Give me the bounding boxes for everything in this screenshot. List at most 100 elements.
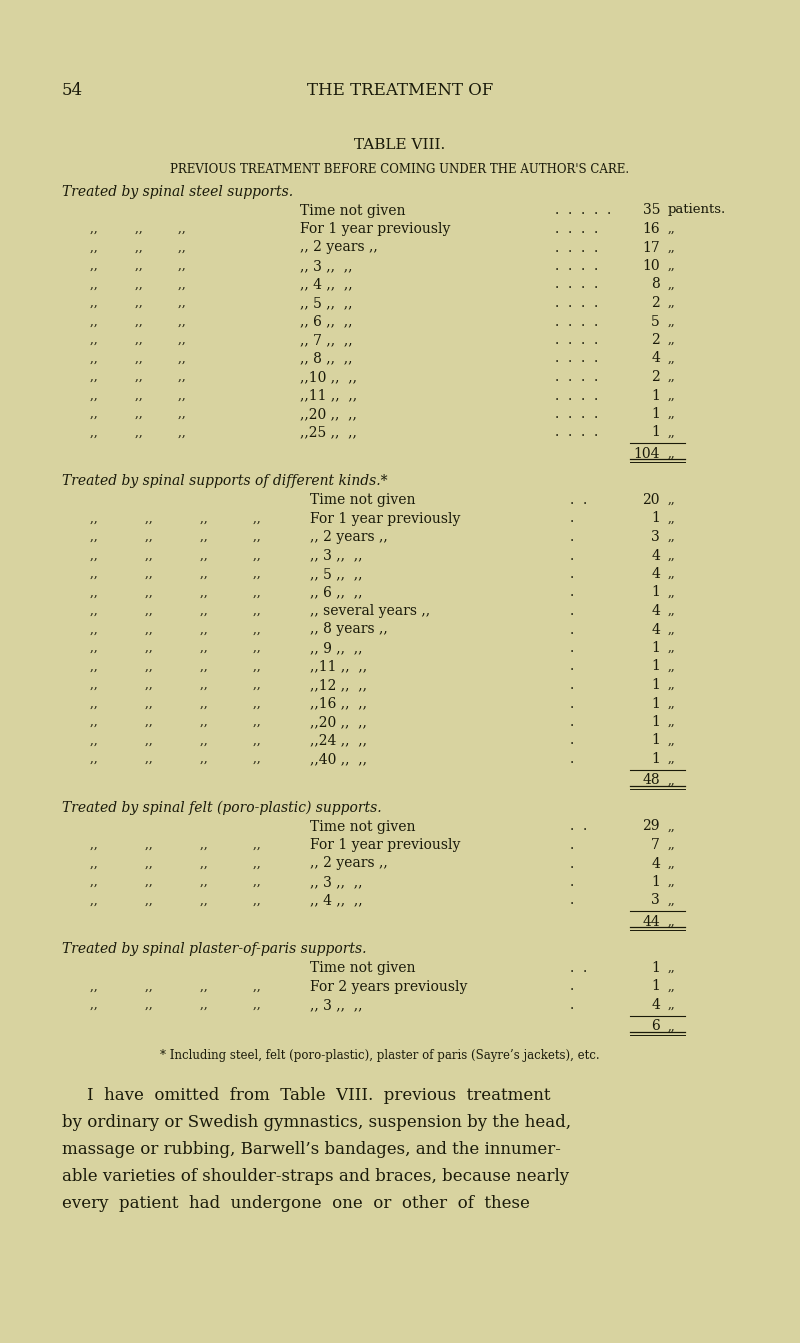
Text: ,,​: ,,​ xyxy=(90,333,98,346)
Text: .  .  .  .  .: . . . . . xyxy=(555,204,611,218)
Text: ,,: ,, xyxy=(668,752,676,766)
Text: ,,: ,, xyxy=(668,838,676,851)
Text: ,,​: ,,​ xyxy=(178,278,186,290)
Text: ,,​: ,,​ xyxy=(253,512,261,525)
Text: 1: 1 xyxy=(651,407,660,420)
Text: ,,: ,, xyxy=(668,240,676,254)
Text: ,, 5 ,,  ,,: ,, 5 ,, ,, xyxy=(310,567,362,582)
Text: ,,​: ,,​ xyxy=(90,893,98,907)
Text: ,,: ,, xyxy=(668,586,676,599)
Text: ,,​: ,,​ xyxy=(253,893,261,907)
Text: ,,​: ,,​ xyxy=(90,314,98,328)
Text: ,,​: ,,​ xyxy=(145,678,153,692)
Text: ,,: ,, xyxy=(668,915,676,928)
Text: ,,: ,, xyxy=(668,548,676,561)
Text: 1: 1 xyxy=(651,752,660,766)
Text: ,,​: ,,​ xyxy=(90,352,98,364)
Text: ,, 3 ,,  ,,: ,, 3 ,, ,, xyxy=(300,259,353,273)
Text: ,,​: ,,​ xyxy=(253,752,261,766)
Text: ,,​: ,,​ xyxy=(135,371,142,383)
Text: ,,: ,, xyxy=(668,567,676,580)
Text: 16: 16 xyxy=(642,222,660,236)
Text: ,,​: ,,​ xyxy=(253,641,261,654)
Text: .: . xyxy=(570,838,574,851)
Text: 4: 4 xyxy=(651,857,660,870)
Text: For 1 year previously: For 1 year previously xyxy=(300,222,450,236)
Text: ,,​: ,,​ xyxy=(200,998,208,1011)
Text: ,,​: ,,​ xyxy=(253,714,261,728)
Text: ,,​: ,,​ xyxy=(135,278,142,290)
Text: ,, 8 years ,,: ,, 8 years ,, xyxy=(310,623,388,637)
Text: ,,: ,, xyxy=(668,333,676,346)
Text: ,, 7 ,,  ,,: ,, 7 ,, ,, xyxy=(300,333,353,346)
Text: .: . xyxy=(570,678,574,692)
Text: 44: 44 xyxy=(642,915,660,929)
Text: ,,​: ,,​ xyxy=(135,407,142,420)
Text: ,,​: ,,​ xyxy=(253,678,261,692)
Text: ,,​: ,,​ xyxy=(90,697,98,709)
Text: ,,​: ,,​ xyxy=(200,659,208,673)
Text: ,,: ,, xyxy=(668,352,676,364)
Text: ,,​: ,,​ xyxy=(135,295,142,309)
Text: ,,10 ,,  ,,: ,,10 ,, ,, xyxy=(300,371,357,384)
Text: ,,​: ,,​ xyxy=(178,352,186,364)
Text: .: . xyxy=(570,979,574,994)
Text: ,,11 ,,  ,,: ,,11 ,, ,, xyxy=(310,659,367,673)
Text: .: . xyxy=(570,548,574,563)
Text: ,,: ,, xyxy=(668,426,676,439)
Text: .: . xyxy=(570,586,574,599)
Text: ,,: ,, xyxy=(668,979,676,992)
Text: Time not given: Time not given xyxy=(310,493,415,508)
Text: ,,​: ,,​ xyxy=(145,641,153,654)
Text: ,,​: ,,​ xyxy=(90,240,98,254)
Text: ,,: ,, xyxy=(668,733,676,747)
Text: ,,: ,, xyxy=(668,998,676,1011)
Text: ,,​: ,,​ xyxy=(178,222,186,235)
Text: ,,​: ,,​ xyxy=(145,530,153,543)
Text: .  .  .  .: . . . . xyxy=(555,333,598,346)
Text: ,,: ,, xyxy=(668,857,676,869)
Text: .  .  .  .: . . . . xyxy=(555,222,598,236)
Text: ,,​: ,,​ xyxy=(90,979,98,992)
Text: .: . xyxy=(570,752,574,766)
Text: ,,​: ,,​ xyxy=(253,623,261,635)
Text: 1: 1 xyxy=(651,388,660,403)
Text: ,,​: ,,​ xyxy=(200,697,208,709)
Text: ,,​: ,,​ xyxy=(200,714,208,728)
Text: ,,: ,, xyxy=(668,962,676,974)
Text: ,,: ,, xyxy=(668,278,676,290)
Text: ,,: ,, xyxy=(668,876,676,888)
Text: ,,​: ,,​ xyxy=(90,641,98,654)
Text: 48: 48 xyxy=(642,774,660,787)
Text: 4: 4 xyxy=(651,998,660,1013)
Text: ,,​: ,,​ xyxy=(253,567,261,580)
Text: 1: 1 xyxy=(651,979,660,994)
Text: ,,: ,, xyxy=(668,314,676,328)
Text: 1: 1 xyxy=(651,876,660,889)
Text: 1: 1 xyxy=(651,659,660,673)
Text: 35: 35 xyxy=(642,204,660,218)
Text: ,,​: ,,​ xyxy=(200,876,208,888)
Text: ,,​: ,,​ xyxy=(200,623,208,635)
Text: .  .  .  .: . . . . xyxy=(555,352,598,365)
Text: ,,​: ,,​ xyxy=(200,979,208,992)
Text: ,,​: ,,​ xyxy=(200,857,208,869)
Text: ,,: ,, xyxy=(668,1019,676,1033)
Text: ,,​: ,,​ xyxy=(200,586,208,599)
Text: 1: 1 xyxy=(651,678,660,692)
Text: ,,​: ,,​ xyxy=(200,530,208,543)
Text: 4: 4 xyxy=(651,604,660,618)
Text: ,,​: ,,​ xyxy=(90,512,98,525)
Text: ,,16 ,,  ,,: ,,16 ,, ,, xyxy=(310,697,367,710)
Text: .: . xyxy=(570,512,574,525)
Text: .: . xyxy=(570,641,574,655)
Text: 1: 1 xyxy=(651,641,660,655)
Text: 10: 10 xyxy=(642,259,660,273)
Text: For 1 year previously: For 1 year previously xyxy=(310,838,460,851)
Text: 4: 4 xyxy=(651,567,660,582)
Text: ,,​: ,,​ xyxy=(200,838,208,851)
Text: ,,​: ,,​ xyxy=(90,604,98,616)
Text: 29: 29 xyxy=(642,819,660,834)
Text: ,,​: ,,​ xyxy=(145,838,153,851)
Text: ,,​: ,,​ xyxy=(145,998,153,1011)
